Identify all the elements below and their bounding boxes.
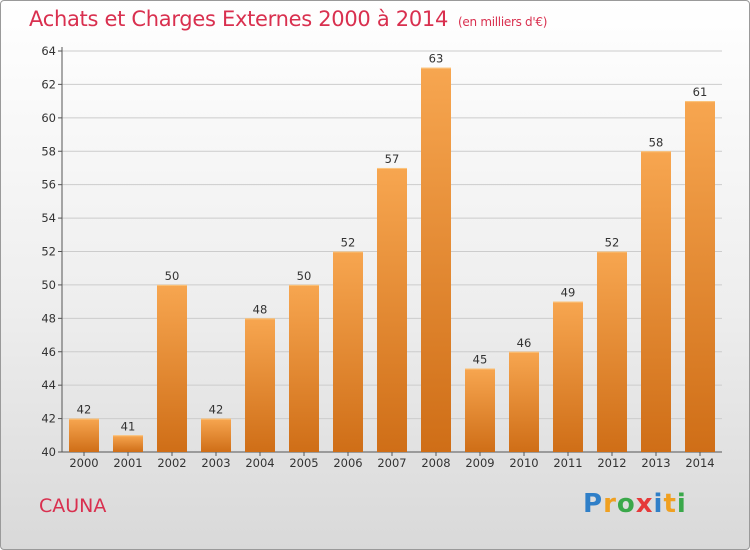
x-tick-label-2004: 2004	[245, 456, 274, 470]
logo-letter: t	[663, 489, 677, 519]
logo-letter: r	[603, 489, 617, 519]
y-tick-label: 52	[41, 245, 56, 259]
bar-2001	[113, 435, 143, 452]
commune-name: CAUNA	[39, 495, 107, 517]
bar-2008	[421, 67, 451, 452]
bar-2014	[685, 101, 715, 452]
y-tick-label: 60	[41, 111, 56, 125]
data-label-2010: 46	[517, 336, 532, 350]
y-tick-label: 50	[41, 278, 56, 292]
x-tick-label-2009: 2009	[465, 456, 494, 470]
x-tick-label-2007: 2007	[377, 456, 406, 470]
data-label-2008: 63	[429, 52, 444, 66]
data-label-2013: 58	[649, 135, 664, 149]
y-tick-label: 46	[41, 345, 56, 359]
bar-2000	[69, 418, 99, 452]
x-tick-label-2014: 2014	[685, 456, 714, 470]
x-tick-label-2013: 2013	[641, 456, 670, 470]
x-tick-label-2011: 2011	[553, 456, 582, 470]
x-tick-label-2003: 2003	[201, 456, 230, 470]
bar-2003	[201, 418, 231, 452]
y-tick-label: 44	[41, 378, 56, 392]
bar-2013	[641, 151, 671, 452]
bar-2006	[333, 251, 363, 452]
bar-2007	[377, 167, 407, 453]
x-tick-label-2012: 2012	[597, 456, 626, 470]
chart-unit-label: (en milliers d'€)	[458, 15, 548, 29]
x-tick-label-2010: 2010	[509, 456, 538, 470]
y-tick-label: 40	[41, 445, 56, 459]
y-tick-label: 64	[41, 44, 56, 58]
bar-2012	[597, 251, 627, 452]
proxiti-logo: Proxiti	[583, 489, 687, 519]
data-label-2001: 41	[121, 419, 136, 433]
x-tick-label-2005: 2005	[289, 456, 318, 470]
x-tick-label-2006: 2006	[333, 456, 362, 470]
y-tick-label: 62	[41, 77, 56, 91]
data-label-2011: 49	[561, 286, 576, 300]
y-tick-label: 58	[41, 144, 56, 158]
x-tick-label-2000: 2000	[69, 456, 98, 470]
data-label-2002: 50	[165, 269, 180, 283]
data-label-2012: 52	[605, 236, 620, 250]
logo-letter: x	[635, 489, 654, 519]
data-label-2005: 50	[297, 269, 312, 283]
data-label-2014: 61	[693, 85, 708, 99]
bar-2004	[245, 318, 275, 452]
logo-letter: i	[653, 489, 664, 519]
chart-title: Achats et Charges Externes 2000 à 2014 (e…	[29, 7, 547, 31]
bar-2005	[289, 284, 319, 452]
y-tick-label: 48	[41, 311, 56, 325]
data-label-2009: 45	[473, 352, 488, 366]
bar-2011	[553, 301, 583, 452]
y-tick-label: 42	[41, 412, 56, 426]
data-label-2000: 42	[77, 403, 92, 417]
data-label-2007: 57	[385, 152, 400, 166]
x-tick-label-2002: 2002	[157, 456, 186, 470]
bar-2009	[465, 368, 495, 452]
y-tick-label: 54	[41, 211, 56, 225]
bars	[69, 67, 715, 453]
data-label-2004: 48	[253, 302, 268, 316]
logo-letter: P	[583, 489, 604, 519]
chart-title-text: Achats et Charges Externes 2000 à 2014	[29, 7, 449, 31]
data-label-2006: 52	[341, 236, 356, 250]
logo-letter: o	[616, 489, 636, 519]
x-tick-label-2008: 2008	[421, 456, 450, 470]
x-tick-label-2001: 2001	[113, 456, 142, 470]
bar-2010	[509, 351, 539, 452]
labels: 40 42 44 46 48 50 52 54 56 58 60 62 64 42 2000 41 2001 50…	[41, 44, 714, 470]
logo-letter: i	[676, 489, 687, 519]
data-label-2003: 42	[209, 403, 224, 417]
y-tick-label: 56	[41, 178, 56, 192]
bar-2002	[157, 284, 187, 452]
